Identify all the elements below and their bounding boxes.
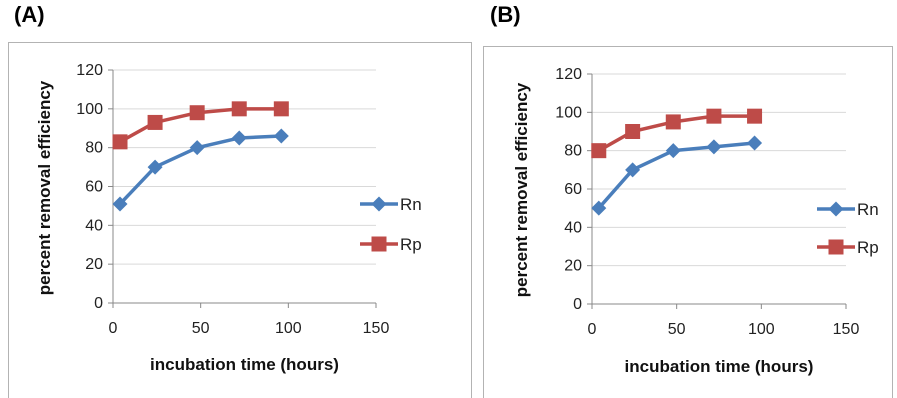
y-tick-label: 120: [76, 62, 103, 79]
x-tick-label: 50: [668, 321, 686, 338]
data-point-rn: [591, 200, 607, 216]
x-tick-label: 50: [192, 320, 210, 337]
panel-label-b: (B): [490, 2, 521, 27]
y-tick-label: 100: [555, 104, 582, 121]
data-point-rn: [706, 139, 722, 155]
y-tick-label: 80: [85, 140, 103, 157]
legend-marker-rn: [371, 196, 387, 212]
data-point-rp: [231, 101, 247, 117]
legend-marker-rp: [828, 239, 844, 255]
data-point-rp: [112, 134, 128, 150]
data-point-rp: [625, 124, 641, 139]
chart-frame-a: [8, 42, 472, 398]
data-point-rn: [747, 135, 763, 151]
data-point-rp: [273, 101, 289, 117]
data-point-rp: [189, 105, 205, 121]
y-tick-label: 100: [76, 101, 103, 118]
y-tick-label: 40: [564, 219, 582, 236]
legend-marker-rn: [828, 201, 844, 217]
x-tick-label: 100: [275, 320, 302, 337]
x-axis-title: incubation time (hours): [150, 355, 339, 374]
legend-marker-rp: [371, 236, 387, 252]
panel-label-a: (A): [14, 2, 45, 27]
y-tick-label: 0: [94, 295, 103, 312]
chart-frame-b: [483, 46, 893, 398]
y-tick-label: 20: [85, 256, 103, 273]
y-tick-label: 40: [85, 217, 103, 234]
x-tick-label: 150: [363, 320, 390, 337]
y-tick-label: 80: [564, 143, 582, 160]
data-point-rp: [591, 143, 607, 159]
data-point-rn: [112, 196, 128, 212]
data-point-rp: [706, 108, 722, 124]
y-tick-label: 20: [564, 258, 582, 275]
y-tick-label: 60: [85, 179, 103, 196]
y-tick-label: 0: [573, 296, 582, 313]
legend-label-rn: Rn: [857, 200, 879, 219]
chart-a: 0 20 40 60 80 100 120 0 50 100 150 incubation time …: [35, 62, 422, 374]
data-point-rn: [147, 159, 163, 175]
data-point-rn: [273, 128, 289, 144]
legend-label-rn: Rn: [400, 195, 422, 214]
x-tick-label: 100: [748, 321, 775, 338]
chart-b: 0 20 40 60 80 100 120 0 50 100 150 incubation time …: [512, 66, 879, 376]
data-point-rn: [625, 162, 641, 178]
y-tick-label: 60: [564, 181, 582, 198]
legend-label-rp: Rp: [400, 235, 422, 254]
y-axis-title: percent removal efficiency: [512, 82, 531, 297]
data-point-rp: [665, 114, 681, 130]
x-tick-label: 0: [109, 320, 118, 337]
x-tick-label: 150: [833, 321, 860, 338]
y-axis-title: percent removal efficiency: [35, 80, 54, 295]
x-axis-title: incubation time (hours): [625, 357, 814, 376]
y-tick-label: 120: [555, 66, 582, 83]
x-tick-label: 0: [588, 321, 597, 338]
legend-label-rp: Rp: [857, 238, 879, 257]
data-point-rn: [231, 130, 247, 146]
data-point-rn: [189, 140, 205, 156]
data-point-rp: [747, 108, 763, 124]
data-point-rp: [147, 114, 163, 130]
data-point-rn: [665, 143, 681, 159]
